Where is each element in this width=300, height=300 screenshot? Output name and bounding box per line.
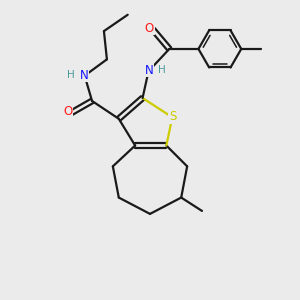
Text: N: N [145,64,154,76]
Text: S: S [169,110,176,123]
Text: H: H [158,65,166,75]
Text: N: N [80,69,88,82]
Text: O: O [63,106,72,118]
Text: H: H [68,70,75,80]
Text: O: O [145,22,154,34]
